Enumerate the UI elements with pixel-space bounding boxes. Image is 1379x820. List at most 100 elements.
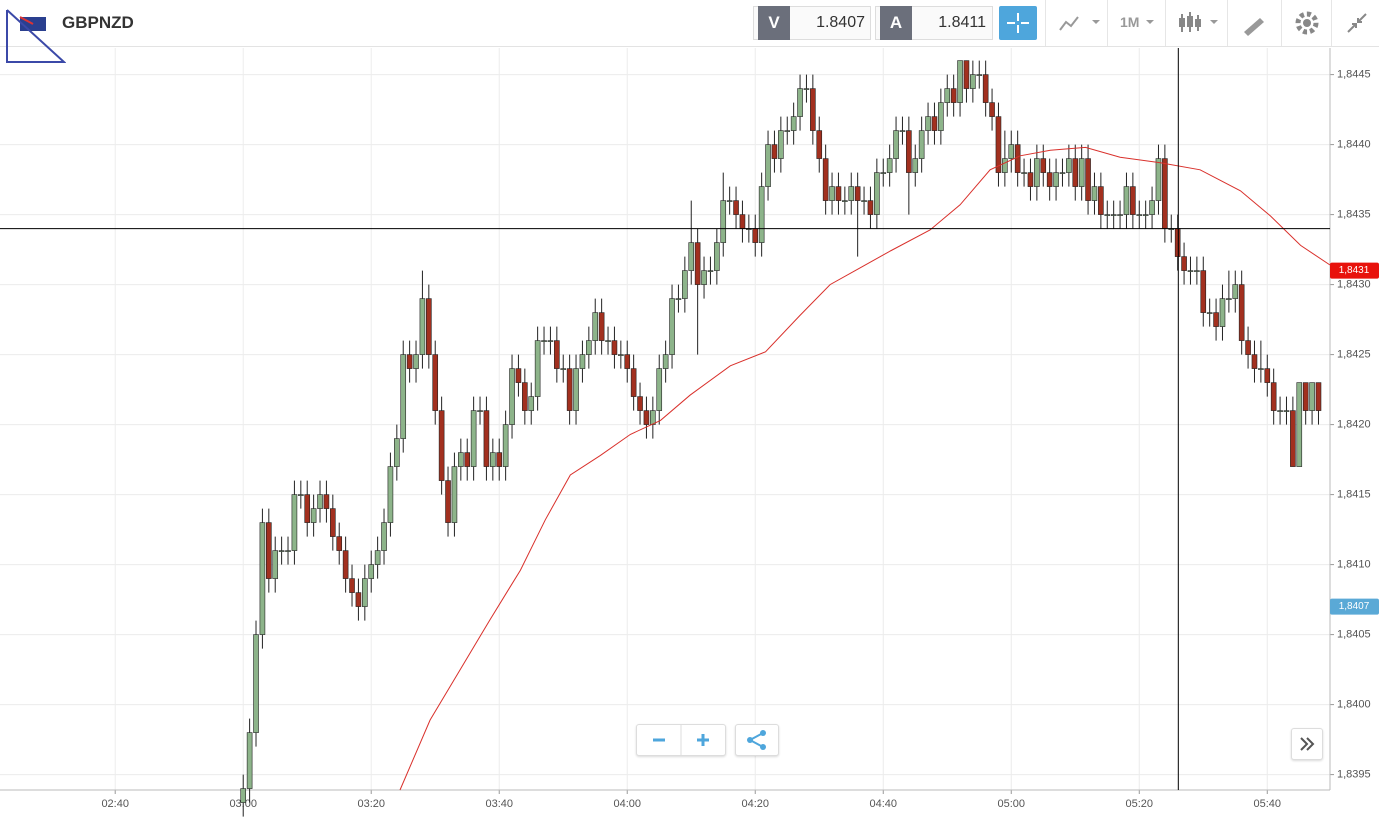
candle-body bbox=[662, 354, 669, 369]
candle-body bbox=[624, 354, 631, 369]
candle-body bbox=[688, 242, 695, 271]
candle-body bbox=[835, 186, 842, 201]
y-tick-label: 1,8405 bbox=[1337, 629, 1371, 641]
sell-price[interactable]: 1.8407 bbox=[816, 14, 865, 31]
candle-body bbox=[1034, 158, 1040, 187]
candle-body bbox=[630, 368, 637, 397]
y-tick-label: 1,8425 bbox=[1337, 349, 1371, 361]
candle-body bbox=[854, 186, 861, 201]
candle-body bbox=[349, 578, 355, 593]
candle-body bbox=[259, 522, 266, 635]
chart-type-button[interactable] bbox=[1165, 0, 1228, 46]
candle-body bbox=[1059, 172, 1066, 174]
candle-body bbox=[1142, 214, 1149, 216]
candle-body bbox=[566, 368, 573, 411]
candle-body bbox=[944, 88, 951, 103]
candle-body bbox=[1226, 298, 1232, 300]
candle-body bbox=[810, 88, 816, 131]
candle-body bbox=[1053, 172, 1059, 187]
candle-body bbox=[470, 410, 477, 467]
candle-body bbox=[246, 732, 253, 789]
y-tick-label: 1,8400 bbox=[1337, 699, 1371, 711]
candle-body bbox=[1040, 158, 1047, 173]
candle-body bbox=[1136, 214, 1143, 216]
moving-average bbox=[399, 146, 1331, 791]
candle-body bbox=[336, 536, 343, 551]
candle-body bbox=[842, 200, 848, 202]
buy-price[interactable]: 1.8411 bbox=[938, 14, 986, 31]
candle-body bbox=[438, 410, 445, 481]
symbol[interactable]: GBPNZD bbox=[62, 13, 134, 32]
share-button[interactable] bbox=[735, 724, 779, 756]
scroll-right-button[interactable] bbox=[1291, 728, 1323, 760]
candle-body bbox=[1027, 172, 1034, 187]
y-tick-label: 1,8420 bbox=[1337, 419, 1371, 431]
draw-button[interactable] bbox=[1227, 0, 1282, 46]
candle-body bbox=[1091, 186, 1098, 201]
buy-label[interactable]: A bbox=[880, 6, 912, 40]
candle-body bbox=[790, 116, 797, 131]
settings-button[interactable] bbox=[1281, 0, 1332, 46]
candle-body bbox=[253, 634, 259, 733]
candle-body bbox=[1251, 354, 1258, 369]
candle-body bbox=[1098, 186, 1104, 215]
collapse-button[interactable] bbox=[1331, 0, 1379, 46]
candle-body bbox=[784, 130, 791, 132]
candle-body bbox=[330, 508, 336, 537]
candle-body bbox=[1200, 270, 1207, 313]
candle-body bbox=[739, 214, 746, 229]
candle-body bbox=[976, 74, 983, 76]
sell-label[interactable]: V bbox=[758, 6, 790, 40]
candle-body bbox=[586, 340, 592, 355]
candle-body bbox=[1085, 158, 1091, 201]
candle-body bbox=[374, 550, 381, 565]
candle-body bbox=[611, 340, 618, 355]
candle-body bbox=[1162, 158, 1168, 229]
y-tick-label: 1,8435 bbox=[1337, 209, 1371, 221]
candle-body bbox=[726, 200, 733, 202]
candle-body bbox=[1002, 158, 1008, 173]
candle-body bbox=[579, 354, 586, 369]
candle-body bbox=[317, 494, 323, 509]
candle-body bbox=[368, 564, 375, 579]
y-tick-label: 1,8415 bbox=[1337, 489, 1371, 501]
candle-body bbox=[950, 88, 957, 103]
candle-body bbox=[643, 410, 650, 425]
price-label: 1,8407 bbox=[1339, 601, 1370, 612]
candle-body bbox=[733, 200, 739, 215]
candle-body bbox=[1008, 144, 1015, 159]
y-tick-label: 1,8440 bbox=[1337, 139, 1371, 151]
indicator-button[interactable] bbox=[1045, 0, 1108, 46]
price-label-box bbox=[1330, 598, 1379, 615]
candle-body bbox=[451, 466, 458, 523]
candle-body bbox=[592, 312, 599, 341]
candle-body bbox=[1174, 228, 1181, 257]
candle-body bbox=[502, 424, 509, 467]
candle-body bbox=[1315, 382, 1322, 411]
candle-body bbox=[963, 60, 970, 89]
candle-body bbox=[752, 228, 759, 243]
candle-body bbox=[310, 508, 317, 523]
candle-body bbox=[342, 550, 349, 579]
candle-body bbox=[1149, 200, 1155, 215]
crosshair-button[interactable] bbox=[999, 6, 1037, 40]
candle-body bbox=[1238, 284, 1245, 341]
candle-body bbox=[1264, 368, 1271, 383]
candle-body bbox=[618, 354, 624, 356]
candle-body bbox=[464, 452, 471, 467]
candle-body bbox=[541, 340, 547, 342]
candle-body bbox=[1117, 214, 1123, 216]
candle-body bbox=[912, 158, 919, 173]
timeframe[interactable]: 1M bbox=[1120, 14, 1140, 30]
candle-body bbox=[387, 466, 394, 523]
candle-body bbox=[432, 354, 439, 411]
candle-body bbox=[1245, 340, 1251, 355]
candle-body bbox=[867, 200, 874, 215]
candle-body bbox=[701, 270, 707, 285]
timeframe-button[interactable]: 1M bbox=[1107, 0, 1166, 46]
candle-body bbox=[515, 368, 522, 383]
candle-body bbox=[1309, 382, 1315, 411]
candle-body bbox=[445, 480, 451, 523]
